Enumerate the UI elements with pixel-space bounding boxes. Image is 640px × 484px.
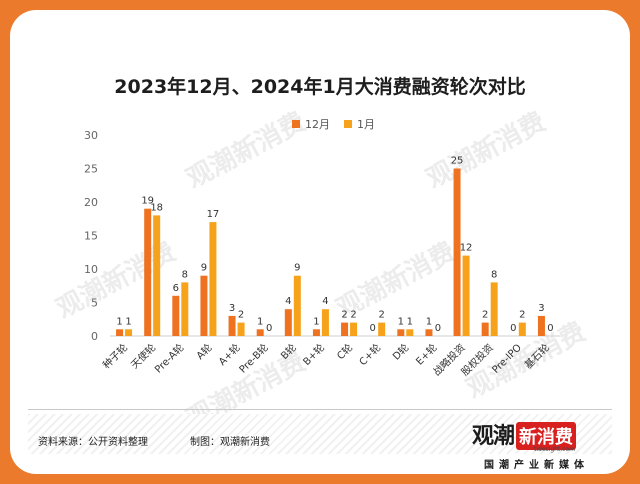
data-label: 6: [173, 283, 179, 294]
bar-dec: [116, 329, 124, 336]
data-label: 25: [451, 156, 464, 167]
bar-jan: [321, 309, 329, 336]
bar-dec: [481, 322, 489, 336]
bar-dec: [228, 315, 236, 336]
chart-title: 2023年12月、2024年1月大消费融资轮次对比: [114, 76, 526, 98]
bar-dec: [537, 315, 545, 336]
data-label: 1: [257, 316, 263, 327]
bar-jan: [490, 282, 498, 336]
chart-legend: 12月 1月: [292, 116, 375, 132]
legend-item-dec: 12月: [292, 116, 330, 132]
footer-divider: [28, 409, 612, 410]
data-label: 18: [150, 202, 163, 213]
data-label: 9: [294, 263, 300, 274]
data-label: 8: [182, 269, 188, 280]
legend-label: 12月: [305, 118, 330, 131]
y-tick-label: 20: [84, 196, 98, 209]
x-tick-label: C+轮: [356, 341, 383, 368]
y-tick-label: 10: [84, 263, 98, 276]
bar-dec: [425, 329, 433, 336]
data-label: 1: [398, 316, 404, 327]
bar-dec: [453, 168, 461, 336]
data-label: 0: [510, 323, 516, 334]
data-label: 4: [322, 296, 328, 307]
bar-dec: [397, 329, 405, 336]
data-label: 1: [407, 316, 413, 327]
data-label: 4: [285, 296, 291, 307]
bar-jan: [518, 322, 526, 336]
chart-panel: 观潮新消费 观潮新消费 观潮新消费 观潮新消费 观潮新消费 观潮新消费 2023…: [10, 10, 630, 474]
x-tick-label: B+轮: [300, 341, 327, 368]
bar-jan: [181, 282, 189, 336]
logo-url: tidesight.com: [534, 446, 575, 453]
bar-jan: [350, 322, 358, 336]
bar-dec: [312, 329, 320, 336]
data-label: 2: [341, 310, 347, 321]
logo-text-left: 观潮: [472, 424, 515, 449]
data-label: 0: [266, 323, 272, 334]
data-label: 3: [229, 303, 235, 314]
legend-swatch: [344, 120, 352, 128]
logo-text-right: 新消费: [516, 422, 577, 450]
brand-logo: 观潮 新消费 tidesight.com 国潮产业新媒体: [472, 418, 612, 471]
bar-jan: [293, 275, 301, 336]
y-tick-label: 0: [91, 330, 98, 343]
logo-tagline: 国潮产业新媒体: [484, 460, 589, 471]
bar-jan: [462, 255, 470, 336]
bar-jan: [237, 322, 245, 336]
data-label: 1: [313, 316, 319, 327]
x-tick-label: Pre-A轮: [152, 341, 187, 376]
bar-dec: [256, 329, 264, 336]
made-by-note: 制图：观潮新消费: [190, 437, 270, 448]
data-label: 0: [547, 323, 553, 334]
bar-dec: [341, 322, 349, 336]
legend-item-jan: 1月: [344, 116, 375, 132]
x-tick-label: E+轮: [413, 341, 440, 368]
x-tick-label: B轮: [278, 341, 299, 362]
bar-dec: [172, 295, 180, 336]
bar-dec: [144, 208, 152, 336]
y-tick-label: 5: [91, 297, 98, 310]
y-tick-label: 15: [84, 230, 98, 243]
y-tick-label: 30: [84, 129, 98, 142]
y-tick-label: 25: [84, 163, 98, 176]
x-tick-label: C轮: [334, 341, 355, 362]
data-label: 8: [491, 269, 497, 280]
bar-dec: [284, 309, 292, 336]
data-label: 2: [519, 310, 525, 321]
data-label: 2: [379, 310, 385, 321]
data-label: 0: [435, 323, 441, 334]
bar-jan: [153, 215, 161, 336]
data-label: 2: [238, 310, 244, 321]
x-tick-label: A+轮: [216, 341, 243, 368]
bar-jan: [125, 329, 133, 336]
x-tick-label: 种子轮: [100, 341, 130, 371]
data-label: 2: [350, 310, 356, 321]
data-label: 2: [482, 310, 488, 321]
data-label: 9: [201, 263, 207, 274]
data-label: 12: [460, 243, 473, 254]
data-label: 1: [125, 316, 131, 327]
data-label: 19: [141, 196, 154, 207]
bar-dec: [200, 275, 208, 336]
data-label: 3: [538, 303, 544, 314]
legend-swatch: [292, 120, 300, 128]
data-label: 1: [426, 316, 432, 327]
source-note: 资料来源：公开资料整理: [38, 437, 148, 448]
legend-label: 1月: [357, 118, 375, 131]
data-label: 0: [370, 323, 376, 334]
bar-jan: [378, 322, 386, 336]
bar-jan: [209, 222, 217, 336]
x-tick-label: 基石轮: [522, 341, 552, 371]
data-label: 1: [116, 316, 122, 327]
x-tick-label: Pre-B轮: [236, 341, 271, 376]
x-tick-label: D轮: [390, 341, 412, 363]
x-tick-label: A轮: [193, 341, 214, 362]
data-label: 17: [207, 209, 220, 220]
bar-jan: [406, 329, 414, 336]
x-tick-label: Pre-IPO: [490, 342, 524, 376]
footer-band: [28, 414, 612, 454]
